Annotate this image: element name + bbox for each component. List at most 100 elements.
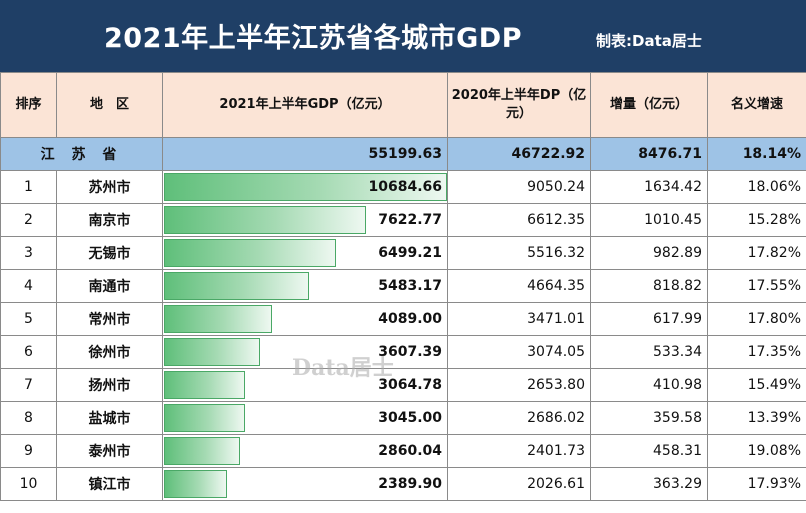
city-name-cell: 泰州市 <box>56 434 163 468</box>
table-row: 10 镇江市 2389.90 2026.61 363.29 17.93% <box>0 467 806 501</box>
growth-cell: 17.35% <box>707 335 806 369</box>
gdp-2020-cell: 2401.73 <box>447 434 591 468</box>
city-name-cell: 徐州市 <box>56 335 163 369</box>
growth-cell: 17.55% <box>707 269 806 303</box>
gdp-data-bar <box>164 239 336 267</box>
city-name-cell: 盐城市 <box>56 401 163 435</box>
rank-cell: 6 <box>0 335 57 369</box>
increase-cell: 1634.42 <box>590 170 708 204</box>
column-header-rank: 排序 <box>0 72 57 138</box>
increase-cell: 410.98 <box>590 368 708 402</box>
gdp-2021-cell: 2860.04 <box>162 434 448 468</box>
city-name-cell: 无锡市 <box>56 236 163 270</box>
growth-cell: 15.28% <box>707 203 806 237</box>
gdp-data-bar <box>164 206 366 234</box>
gdp-data-bar <box>164 437 240 465</box>
table-maker: 制表:Data居士 <box>596 32 702 50</box>
city-name-cell: 扬州市 <box>56 368 163 402</box>
growth-cell: 17.80% <box>707 302 806 336</box>
table-row: 7 扬州市 3064.78 2653.80 410.98 15.49% <box>0 368 806 402</box>
rank-cell: 1 <box>0 170 57 204</box>
increase-cell: 1010.45 <box>590 203 708 237</box>
gdp-2021-cell: 3045.00 <box>162 401 448 435</box>
gdp-2020-cell: 2653.80 <box>447 368 591 402</box>
gdp-2021-value: 3045.00 <box>378 410 442 426</box>
gdp-2020-cell: 9050.24 <box>447 170 591 204</box>
gdp-data-bar <box>164 371 245 399</box>
gdp-2021-cell: 4089.00 <box>162 302 448 336</box>
city-name-cell: 镇江市 <box>56 467 163 501</box>
increase-cell: 982.89 <box>590 236 708 270</box>
increase-cell: 533.34 <box>590 335 708 369</box>
gdp-2021-cell: 6499.21 <box>162 236 448 270</box>
gdp-2021-cell: 10684.66 <box>162 170 448 204</box>
province-gdp-2020: 46722.92 <box>447 137 591 171</box>
gdp-2021-value: 10684.66 <box>368 179 442 195</box>
column-header-gdp-2020: 2020年上半年DP（亿元） <box>447 72 591 138</box>
growth-cell: 18.06% <box>707 170 806 204</box>
rank-cell: 2 <box>0 203 57 237</box>
gdp-data-bar <box>164 470 227 498</box>
gdp-data-bar <box>164 272 309 300</box>
province-name: 江 苏 省 <box>0 137 163 171</box>
column-header-gdp-2021: 2021年上半年GDP（亿元） <box>162 72 448 138</box>
province-growth: 18.14% <box>707 137 806 171</box>
growth-cell: 15.49% <box>707 368 806 402</box>
table-row: 5 常州市 4089.00 3471.01 617.99 17.80% <box>0 302 806 336</box>
table-row: 3 无锡市 6499.21 5516.32 982.89 17.82% <box>0 236 806 270</box>
growth-cell: 17.82% <box>707 236 806 270</box>
watermark: Data居士 <box>292 355 394 381</box>
title-bar: 2021年上半年江苏省各城市GDP 制表:Data居士 <box>0 0 806 72</box>
city-name-cell: 南通市 <box>56 269 163 303</box>
gdp-2021-value: 6499.21 <box>378 245 442 261</box>
rank-cell: 9 <box>0 434 57 468</box>
table-row: 8 盐城市 3045.00 2686.02 359.58 13.39% <box>0 401 806 435</box>
growth-cell: 13.39% <box>707 401 806 435</box>
gdp-2021-cell: 3064.78 <box>162 368 448 402</box>
gdp-table: 排序 地 区 2021年上半年GDP（亿元） 2020年上半年DP（亿元） 增量… <box>0 72 806 501</box>
gdp-2020-cell: 4664.35 <box>447 269 591 303</box>
gdp-2021-value: 2860.04 <box>378 443 442 459</box>
rank-cell: 7 <box>0 368 57 402</box>
gdp-2020-cell: 6612.35 <box>447 203 591 237</box>
city-name-cell: 南京市 <box>56 203 163 237</box>
gdp-2021-value: 3064.78 <box>378 377 442 393</box>
gdp-data-bar <box>164 305 272 333</box>
province-increase: 8476.71 <box>590 137 708 171</box>
rank-cell: 4 <box>0 269 57 303</box>
gdp-2021-cell: 7622.77 <box>162 203 448 237</box>
table-row: 9 泰州市 2860.04 2401.73 458.31 19.08% <box>0 434 806 468</box>
gdp-2021-value: 2389.90 <box>378 476 442 492</box>
rank-cell: 3 <box>0 236 57 270</box>
increase-cell: 359.58 <box>590 401 708 435</box>
gdp-2020-cell: 5516.32 <box>447 236 591 270</box>
table-row: 6 徐州市 3607.39 3074.05 533.34 17.35% <box>0 335 806 369</box>
gdp-2020-cell: 3471.01 <box>447 302 591 336</box>
gdp-2021-value: 7622.77 <box>378 212 442 228</box>
header-row: 排序 地 区 2021年上半年GDP（亿元） 2020年上半年DP（亿元） 增量… <box>0 72 806 138</box>
increase-cell: 617.99 <box>590 302 708 336</box>
column-header-increase: 增量（亿元） <box>590 72 708 138</box>
gdp-2021-cell: 2389.90 <box>162 467 448 501</box>
gdp-2020-cell: 3074.05 <box>447 335 591 369</box>
gdp-data-bar <box>164 173 447 201</box>
column-header-region: 地 区 <box>56 72 163 138</box>
province-gdp-2021: 55199.63 <box>162 137 448 171</box>
gdp-2021-value: 3607.39 <box>378 344 442 360</box>
rank-cell: 5 <box>0 302 57 336</box>
city-name-cell: 常州市 <box>56 302 163 336</box>
gdp-data-bar <box>164 338 260 366</box>
gdp-2020-cell: 2686.02 <box>447 401 591 435</box>
increase-cell: 458.31 <box>590 434 708 468</box>
increase-cell: 818.82 <box>590 269 708 303</box>
growth-cell: 19.08% <box>707 434 806 468</box>
column-header-growth: 名义增速 <box>707 72 806 138</box>
table-row: 4 南通市 5483.17 4664.35 818.82 17.55% <box>0 269 806 303</box>
gdp-2021-value: 5483.17 <box>378 278 442 294</box>
gdp-data-bar <box>164 404 245 432</box>
gdp-2021-value: 4089.00 <box>378 311 442 327</box>
rank-cell: 8 <box>0 401 57 435</box>
increase-cell: 363.29 <box>590 467 708 501</box>
page-title: 2021年上半年江苏省各城市GDP <box>104 23 523 54</box>
province-row: 江 苏 省 55199.63 46722.92 8476.71 18.14% <box>0 137 806 171</box>
